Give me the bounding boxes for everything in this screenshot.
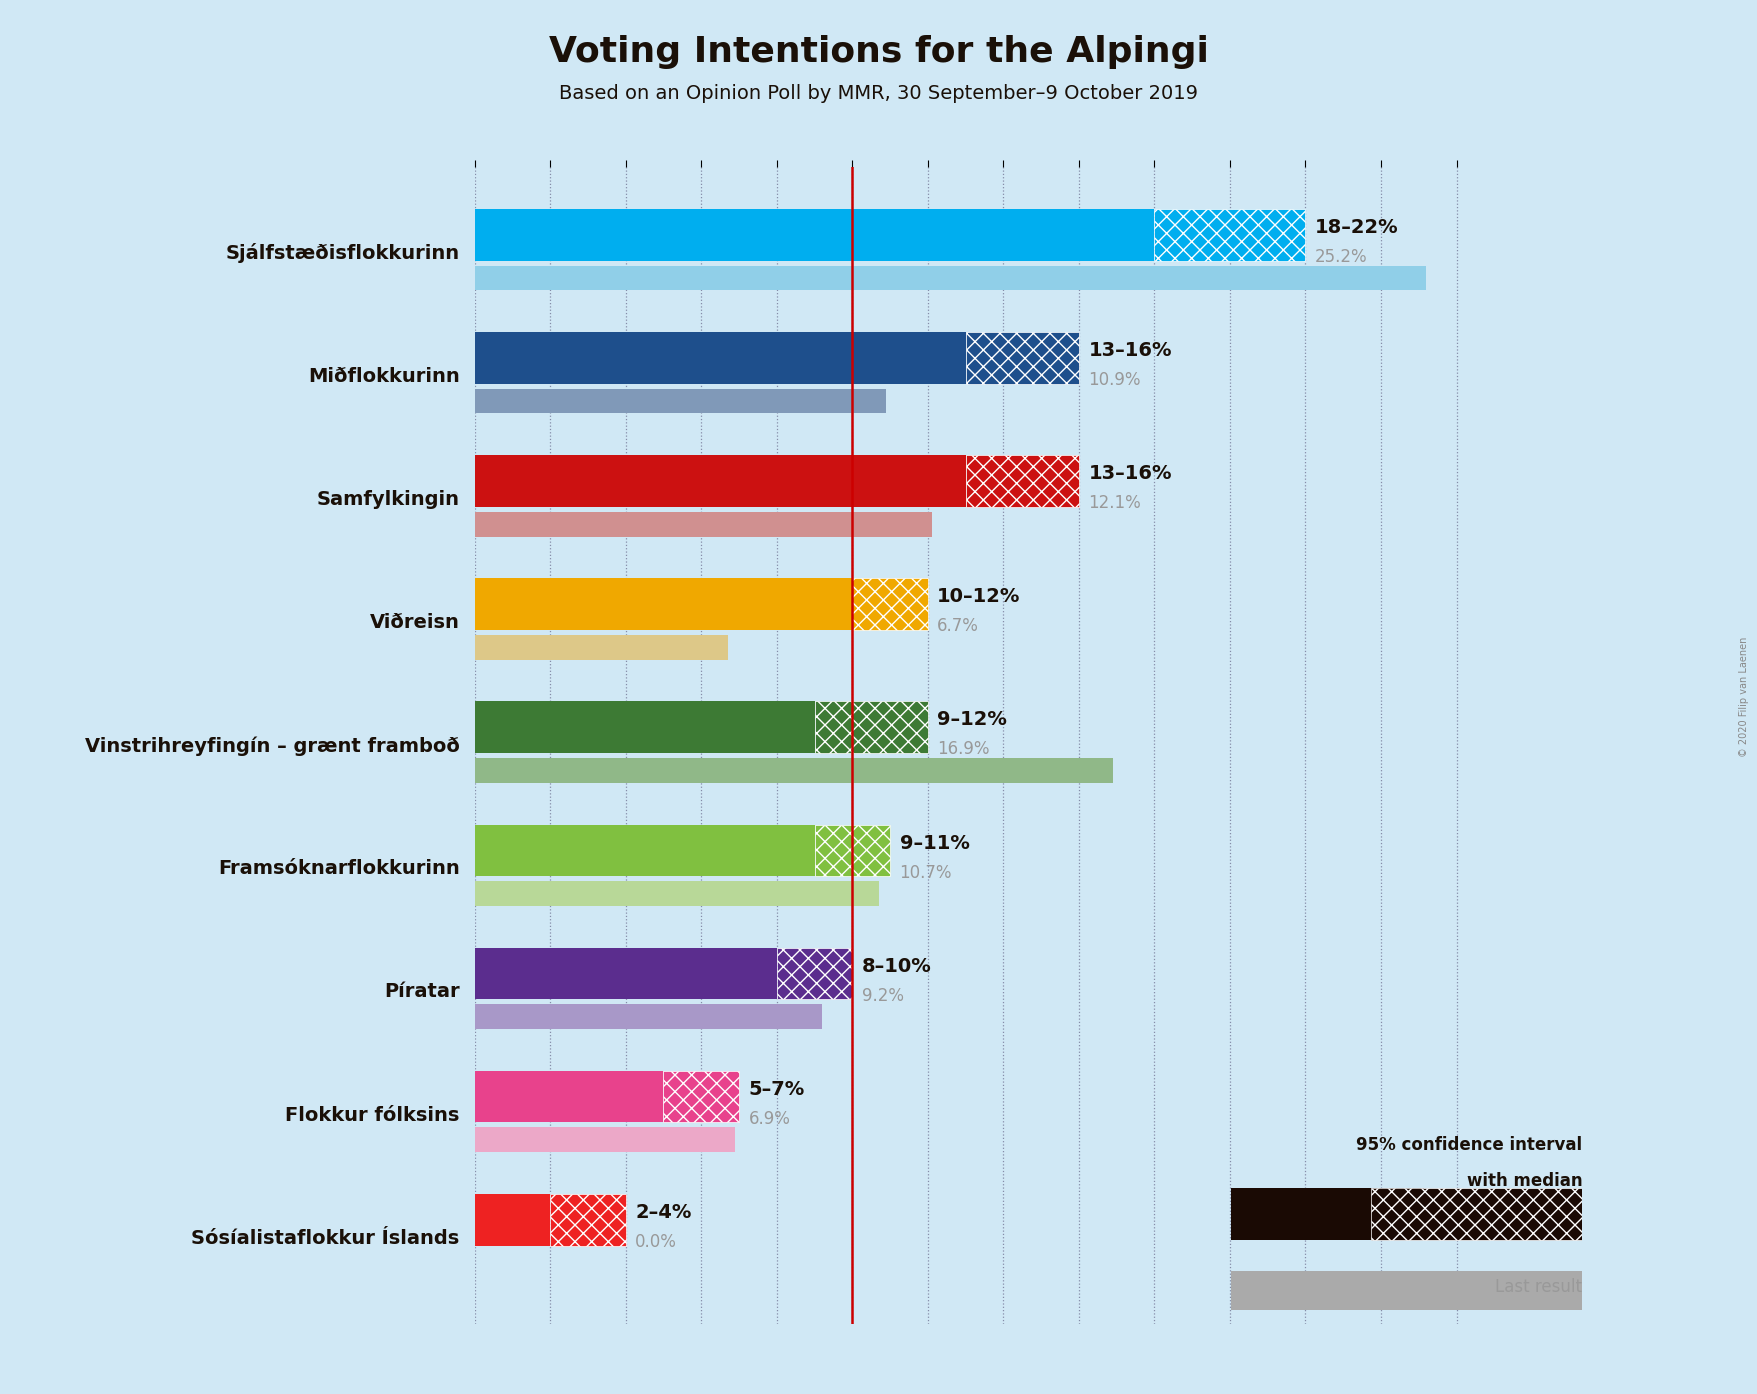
Text: Samfylkingin: Samfylkingin <box>316 491 459 509</box>
Bar <box>474 512 931 537</box>
Bar <box>1154 209 1305 261</box>
Text: Flokkur fólksins: Flokkur fólksins <box>285 1105 459 1125</box>
Bar <box>777 948 852 999</box>
Bar <box>474 701 813 753</box>
Text: 12.1%: 12.1% <box>1088 495 1140 513</box>
Text: 6.9%: 6.9% <box>748 1110 791 1128</box>
Text: 9.2%: 9.2% <box>861 987 903 1005</box>
Bar <box>474 332 965 383</box>
Text: with median: with median <box>1465 1172 1581 1190</box>
Bar <box>965 332 1079 383</box>
Bar <box>474 948 777 999</box>
Text: 13–16%: 13–16% <box>1088 464 1172 484</box>
Bar <box>852 579 928 630</box>
Text: 10.7%: 10.7% <box>900 863 952 881</box>
Text: 16.9%: 16.9% <box>936 740 989 758</box>
Bar <box>474 266 1425 290</box>
Text: 6.7%: 6.7% <box>936 618 979 636</box>
Text: Sjálfstæðisflokkurinn: Sjálfstæðisflokkurinn <box>225 244 459 263</box>
Bar <box>1230 1188 1423 1239</box>
Text: Last result: Last result <box>1495 1278 1581 1296</box>
Text: Vinstrihreyfingín – grænt framboð: Vinstrihreyfingín – grænt framboð <box>84 736 459 756</box>
Text: 9–12%: 9–12% <box>936 711 1007 729</box>
Bar <box>474 456 965 507</box>
Text: Framsóknarflokkurinn: Framsóknarflokkurinn <box>218 859 459 878</box>
Text: 10.9%: 10.9% <box>1088 371 1140 389</box>
Text: Píratar: Píratar <box>383 983 459 1001</box>
Text: 5–7%: 5–7% <box>748 1080 805 1098</box>
Bar <box>474 881 878 906</box>
Bar <box>813 825 889 877</box>
Bar <box>474 1004 822 1029</box>
Text: 0.0%: 0.0% <box>634 1232 676 1250</box>
Bar <box>965 456 1079 507</box>
Text: 95% confidence interval: 95% confidence interval <box>1355 1136 1581 1154</box>
Bar <box>474 579 852 630</box>
Text: 13–16%: 13–16% <box>1088 342 1172 360</box>
Text: Sósíalistaflokkur Íslands: Sósíalistaflokkur Íslands <box>192 1228 459 1248</box>
Text: 25.2%: 25.2% <box>1314 248 1367 266</box>
Bar <box>474 636 727 659</box>
Text: 18–22%: 18–22% <box>1314 217 1399 237</box>
Bar <box>474 758 1112 782</box>
Bar <box>474 1193 550 1245</box>
Bar <box>662 1071 738 1122</box>
Text: Miðflokkurinn: Miðflokkurinn <box>307 367 459 386</box>
Bar <box>550 1193 625 1245</box>
Bar <box>474 1071 662 1122</box>
Text: 10–12%: 10–12% <box>936 587 1021 606</box>
Bar <box>813 701 928 753</box>
Text: 2–4%: 2–4% <box>634 1203 691 1221</box>
Text: Viðreisn: Viðreisn <box>369 613 459 633</box>
Text: 8–10%: 8–10% <box>861 956 931 976</box>
Bar <box>1230 1271 1581 1309</box>
Text: 9–11%: 9–11% <box>900 834 968 853</box>
Bar <box>474 209 1154 261</box>
Bar <box>474 1128 734 1151</box>
Bar <box>474 825 813 877</box>
Text: Voting Intentions for the Alpingi: Voting Intentions for the Alpingi <box>548 35 1209 68</box>
Bar <box>474 389 886 414</box>
Bar <box>1370 1188 1581 1239</box>
Text: Based on an Opinion Poll by MMR, 30 September–9 October 2019: Based on an Opinion Poll by MMR, 30 Sept… <box>559 84 1198 103</box>
Text: © 2020 Filip van Laenen: © 2020 Filip van Laenen <box>1738 637 1748 757</box>
